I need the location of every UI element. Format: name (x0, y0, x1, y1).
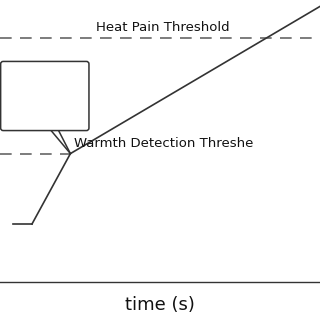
FancyBboxPatch shape (1, 61, 89, 131)
Text: g up.": g up." (22, 104, 58, 116)
Text: time (s): time (s) (125, 296, 195, 314)
Text: Heat Pain Threshold: Heat Pain Threshold (96, 20, 230, 34)
Text: Warmth Detection Threshe: Warmth Detection Threshe (74, 137, 253, 150)
Text: started: started (22, 78, 68, 91)
